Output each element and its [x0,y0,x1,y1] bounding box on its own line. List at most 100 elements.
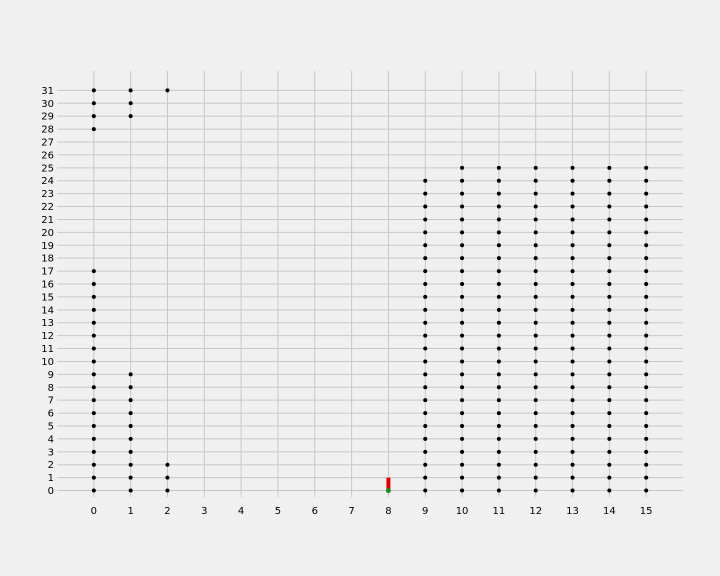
data-point [607,488,612,493]
data-point [533,269,538,274]
data-point [533,359,538,364]
data-point [496,230,501,235]
data-point [644,217,649,222]
data-point [533,475,538,480]
data-point [128,88,133,93]
data-point [423,449,428,454]
data-point [644,256,649,261]
data-point [460,346,465,351]
data-point [607,475,612,480]
y-tick-label: 31 [41,86,54,97]
data-point [91,320,96,325]
data-point [496,424,501,428]
data-point [533,411,538,416]
data-point [607,411,612,416]
data-point [533,217,538,222]
y-tick-label: 26 [41,150,54,161]
y-tick-label: 30 [41,99,54,110]
data-points [91,88,649,493]
data-point [460,191,465,196]
y-tick-label: 18 [41,254,54,265]
data-point [533,256,538,261]
y-tick-label: 19 [41,241,54,252]
y-tick-labels: 0123456789101112131415161718192021222324… [41,86,54,497]
y-tick-label: 5 [48,422,54,433]
data-point [570,243,575,248]
data-point [533,398,538,403]
x-tick-label: 5 [275,506,281,517]
y-tick-label: 14 [41,305,54,316]
data-point [607,359,612,364]
data-point [496,269,501,274]
data-point [460,398,465,403]
data-point [644,346,649,351]
data-point [423,346,428,351]
data-point [533,424,538,428]
x-tick-label: 3 [201,506,207,517]
data-point [533,204,538,209]
data-point [423,372,428,377]
data-point [607,178,612,183]
data-point [607,294,612,299]
data-point [570,230,575,235]
data-point [570,191,575,196]
data-point [128,114,133,119]
data-point [91,488,96,493]
data-point [607,230,612,235]
data-point [165,88,170,93]
data-point [570,307,575,312]
data-point [91,101,96,106]
data-point [570,436,575,441]
data-point [496,359,501,364]
data-point [570,256,575,261]
data-point [460,294,465,299]
data-point [607,243,612,248]
data-point [533,230,538,235]
data-point [644,385,649,390]
y-tick-label: 0 [48,486,54,497]
y-tick-label: 3 [48,447,54,458]
data-point [165,488,170,493]
data-point [644,204,649,209]
data-point [423,243,428,248]
data-point [533,436,538,441]
data-point [496,191,501,196]
data-point [533,346,538,351]
data-point [644,178,649,183]
data-point [423,398,428,403]
data-point [128,436,133,441]
y-tick-label: 27 [41,138,54,149]
data-point [496,307,501,312]
x-tick-label: 14 [603,506,616,517]
data-point [423,462,428,467]
y-tick-label: 10 [41,357,54,368]
data-point [533,178,538,183]
data-point [128,411,133,416]
data-point [460,462,465,467]
data-point [533,307,538,312]
data-point [533,372,538,377]
x-tick-label: 7 [348,506,354,517]
data-point [460,178,465,183]
data-point [128,475,133,480]
data-point [607,204,612,209]
data-point [496,165,501,170]
data-point [423,282,428,286]
data-point [423,333,428,338]
data-point [496,475,501,480]
data-point [644,462,649,467]
data-point [128,462,133,467]
x-tick-label: 11 [493,506,506,517]
data-point [423,475,428,480]
data-point [607,372,612,377]
x-tick-label: 8 [385,506,391,517]
data-point [423,359,428,364]
data-point [460,204,465,209]
data-point [91,398,96,403]
data-point [496,204,501,209]
data-point [460,282,465,286]
data-point [423,307,428,312]
data-point [607,385,612,390]
data-point [460,217,465,222]
y-tick-label: 16 [41,280,54,291]
